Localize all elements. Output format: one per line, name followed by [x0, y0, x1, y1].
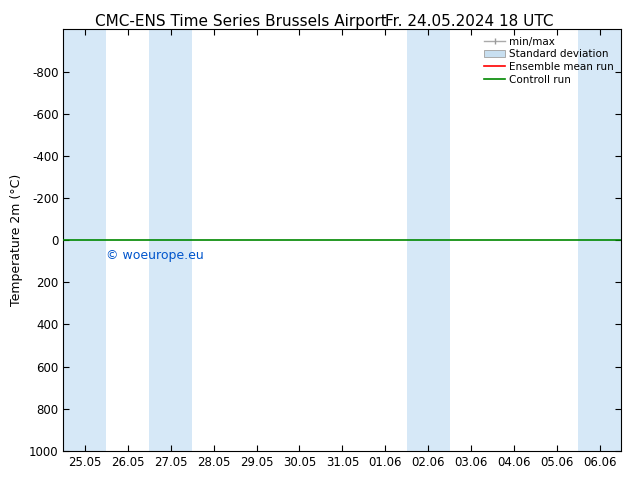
Text: © woeurope.eu: © woeurope.eu	[107, 248, 204, 262]
Bar	[578, 29, 634, 451]
Legend: min/max, Standard deviation, Ensemble mean run, Controll run: min/max, Standard deviation, Ensemble me…	[482, 35, 616, 87]
Y-axis label: Temperature 2m (°C): Temperature 2m (°C)	[10, 174, 23, 306]
Bar	[407, 29, 450, 451]
Bar	[63, 29, 107, 451]
Text: CMC-ENS Time Series Brussels Airport: CMC-ENS Time Series Brussels Airport	[95, 14, 387, 29]
Bar	[149, 29, 192, 451]
Text: Fr. 24.05.2024 18 UTC: Fr. 24.05.2024 18 UTC	[385, 14, 553, 29]
